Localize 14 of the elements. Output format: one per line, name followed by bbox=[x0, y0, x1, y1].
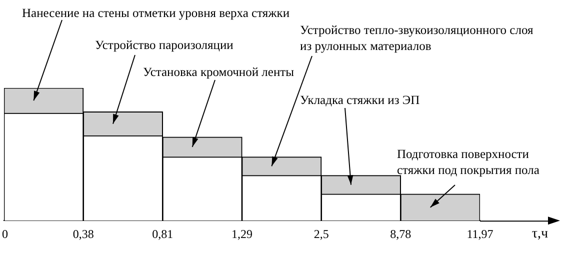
x-axis-title: τ,ч bbox=[532, 226, 548, 242]
text: 0,38 bbox=[72, 226, 94, 241]
text: Устройство тепло-звукоизоляционного слоя из рулонных материалов bbox=[300, 22, 534, 54]
text: Устройство пароизоляции bbox=[95, 37, 234, 53]
text: 8,78 bbox=[390, 226, 412, 241]
text: Установка кромочной ленты bbox=[143, 64, 296, 80]
annotation: Укладка стяжки из ЭП bbox=[300, 92, 421, 108]
text: 0,81 bbox=[152, 226, 174, 241]
annotation: Подготовка поверхности стяжки под покрытия пола bbox=[397, 146, 540, 178]
text: 2,5 bbox=[314, 226, 329, 241]
text: 0 bbox=[2, 226, 8, 241]
text: 11,97 bbox=[466, 226, 494, 241]
text: 1,29 bbox=[232, 226, 252, 241]
text: Нанесение на стены отметки уровня верха стяжки bbox=[22, 5, 291, 21]
